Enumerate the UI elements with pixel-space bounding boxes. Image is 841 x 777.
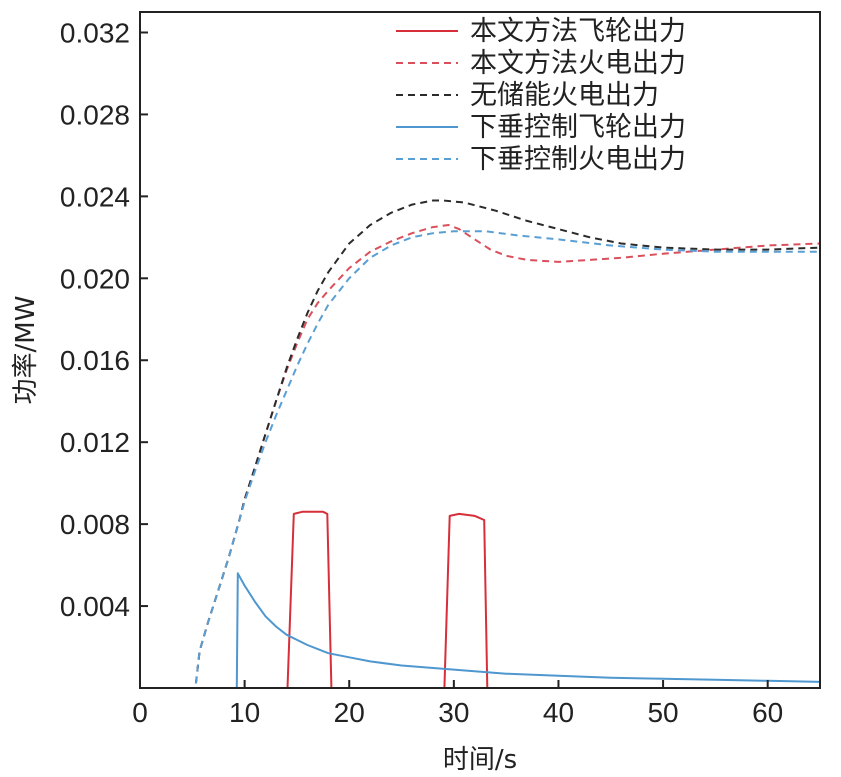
legend-label: 下垂控制火电出力 [470, 144, 686, 175]
series-line-5 [140, 230, 820, 689]
series-line-1 [140, 510, 820, 689]
y-tick-label: 0.008 [60, 509, 130, 540]
y-axis-title: 功率/MW [11, 296, 41, 405]
y-tick-label: 0.020 [60, 263, 130, 294]
plot-frame [139, 11, 821, 689]
series-line-2 [140, 224, 821, 689]
legend-label: 无储能火电出力 [470, 80, 659, 111]
x-axis-title: 时间/s [443, 745, 517, 775]
series-layer [140, 199, 821, 689]
y-tick-label: 0.028 [60, 99, 130, 130]
legend-label: 本文方法飞轮出力 [470, 16, 686, 47]
y-tick-label: 0.004 [60, 591, 130, 622]
x-tick-label: 30 [438, 697, 469, 728]
x-tick-label: 10 [229, 697, 260, 728]
series-line-3 [140, 199, 821, 689]
series-line-4 [140, 572, 821, 689]
y-tick-label: 0.016 [60, 345, 130, 376]
y-tick-label: 0.032 [60, 17, 130, 48]
x-tick-label: 20 [334, 697, 365, 728]
ticks-layer: 0 10 20 30 40 50 60 0.004 0.008 0.012 0.016 0.020 0.… [60, 17, 783, 728]
x-tick-label: 0 [132, 697, 148, 728]
x-tick-label: 60 [752, 697, 783, 728]
legend-label: 下垂控制飞轮出力 [470, 112, 686, 143]
y-tick-label: 0.012 [60, 427, 130, 458]
y-tick-label: 0.024 [60, 181, 130, 212]
x-tick-label: 50 [647, 697, 678, 728]
legend-label: 本文方法火电出力 [470, 48, 686, 79]
x-tick-label: 40 [543, 697, 574, 728]
